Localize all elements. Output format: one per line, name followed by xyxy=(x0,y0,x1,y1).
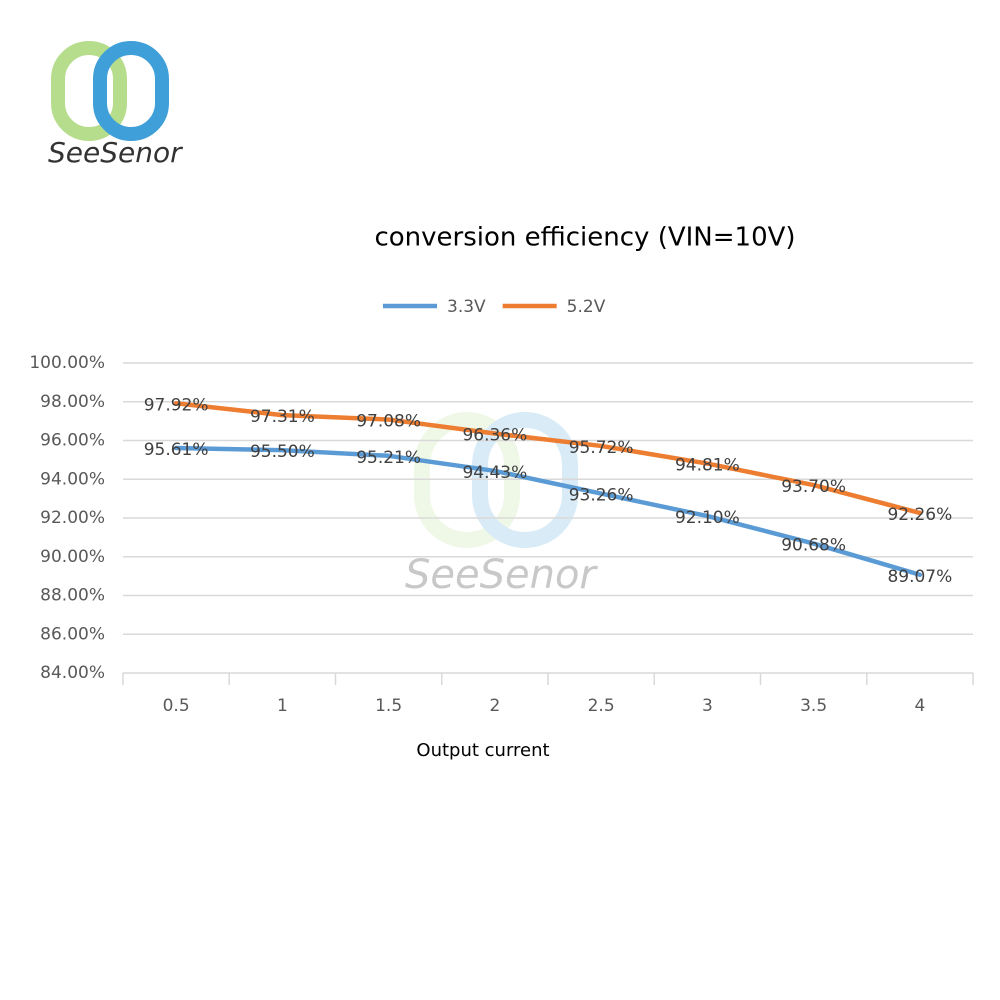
y-tick-label: 88.00% xyxy=(40,586,105,606)
y-tick-label: 96.00% xyxy=(40,431,105,451)
watermark-text: SeeSenor xyxy=(405,552,598,598)
data-label: 97.92% xyxy=(144,395,209,415)
y-tick-label: 86.00% xyxy=(40,624,105,644)
y-tick-label: 94.00% xyxy=(40,469,105,489)
x-tick-label: 3.5 xyxy=(800,696,827,716)
data-label: 95.21% xyxy=(356,448,421,468)
series-line xyxy=(173,401,923,516)
logo-ring xyxy=(51,41,127,141)
legend-label: 5.2V xyxy=(567,297,606,317)
x-tick-label: 1.5 xyxy=(375,696,402,716)
y-tick-label: 84.00% xyxy=(40,663,105,683)
data-label: 93.70% xyxy=(781,477,846,497)
logo-text: SeeSenor xyxy=(48,136,183,169)
logo-ring xyxy=(93,41,169,141)
legend-label: 3.3V xyxy=(447,297,486,317)
x-tick-label: 3 xyxy=(702,696,713,716)
y-tick-label: 98.00% xyxy=(40,392,105,412)
data-label: 96.36% xyxy=(462,426,527,446)
data-label: 97.08% xyxy=(356,412,421,432)
x-tick-label: 2.5 xyxy=(588,696,615,716)
x-tick-label: 4 xyxy=(914,696,925,716)
data-label: 95.50% xyxy=(250,442,315,462)
data-label: 94.43% xyxy=(462,463,527,483)
y-tick-label: 90.00% xyxy=(40,547,105,567)
data-label: 93.26% xyxy=(569,486,634,506)
data-label: 95.72% xyxy=(569,438,634,458)
y-tick-label: 100.00% xyxy=(29,353,105,373)
data-label: 92.10% xyxy=(675,508,740,528)
data-label: 94.81% xyxy=(675,456,740,476)
data-label: 89.07% xyxy=(887,567,952,587)
x-tick-label: 2 xyxy=(489,696,500,716)
data-label: 90.68% xyxy=(781,536,846,556)
data-label: 92.26% xyxy=(887,505,952,525)
x-tick-label: 1 xyxy=(277,696,288,716)
logo: SeeSenor xyxy=(48,41,183,169)
data-label: 95.61% xyxy=(144,440,209,460)
series-line xyxy=(173,445,923,578)
y-tick-label: 92.00% xyxy=(40,508,105,528)
x-tick-label: 0.5 xyxy=(163,696,190,716)
chart-title: conversion efficiency (VIN=10V) xyxy=(374,223,795,253)
data-label: 97.31% xyxy=(250,407,315,427)
x-axis-label: Output current xyxy=(416,740,549,761)
